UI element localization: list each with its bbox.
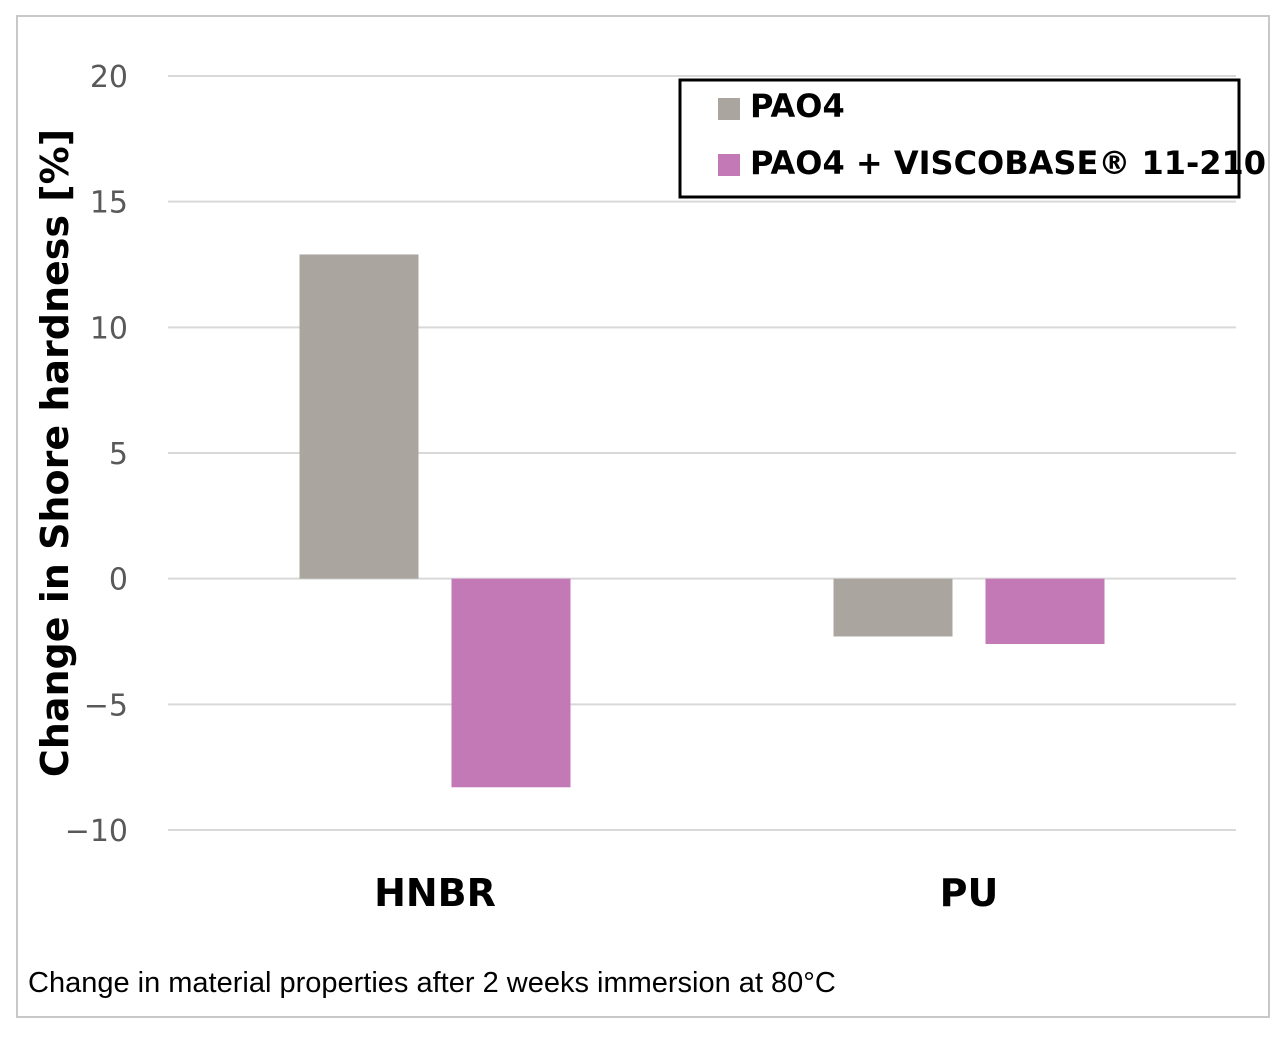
legend-label-pao4: PAO4 xyxy=(750,87,845,125)
bar-hnbr-series-0 xyxy=(299,254,419,579)
x-axis-categories: HNBR PU xyxy=(374,871,998,915)
y-tick-label: −10 xyxy=(65,814,128,849)
chart-caption: Change in material properties after 2 we… xyxy=(28,967,836,999)
y-axis-label: Change in Shore hardness [%] xyxy=(33,129,77,777)
bar-pu-series-0 xyxy=(833,578,953,637)
y-tick-label: 20 xyxy=(90,60,128,95)
legend: PAO4 PAO4 + VISCOBASE® 11-210 xyxy=(678,78,1266,199)
bar-pu-series-1 xyxy=(985,578,1105,645)
y-tick-label: 5 xyxy=(109,437,128,472)
y-tick-label: 0 xyxy=(109,563,128,598)
legend-label-pao4-viscobase: PAO4 + VISCOBASE® 11-210 xyxy=(750,144,1266,182)
x-category-label: PU xyxy=(940,871,999,915)
y-tick-label: 15 xyxy=(90,186,128,221)
y-tick-label: −5 xyxy=(84,688,128,723)
x-category-label: HNBR xyxy=(374,871,496,915)
legend-swatch-pao4 xyxy=(718,98,740,120)
y-tick-label: 10 xyxy=(90,311,128,346)
y-axis-ticks: 20 15 10 5 0 −5 −10 xyxy=(65,60,128,849)
legend-box xyxy=(678,78,1241,199)
legend-swatch-pao4-viscobase xyxy=(718,154,740,176)
bar-hnbr-series-1 xyxy=(451,578,571,788)
bars xyxy=(299,254,1105,788)
